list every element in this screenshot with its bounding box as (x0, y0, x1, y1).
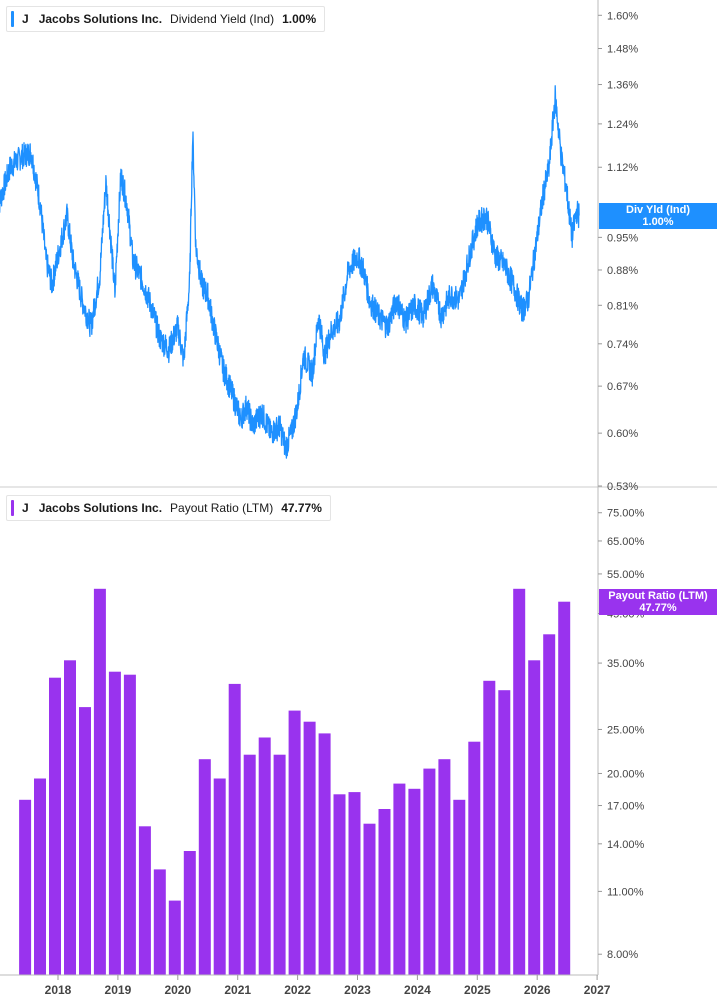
x-tick-label: 2019 (105, 983, 132, 997)
x-tick-label: 2021 (224, 983, 251, 997)
legend-value: 47.77% (281, 501, 322, 515)
x-tick-label: 2027 (584, 983, 611, 997)
y-tick-label: 0.67% (607, 381, 638, 393)
payout-bar (64, 660, 76, 975)
payout-bar (318, 733, 331, 975)
payout-bar (363, 823, 376, 975)
payout-bar (93, 588, 106, 975)
payout-bar (378, 809, 391, 975)
payout-bar (258, 737, 271, 975)
payout-ratio-legend: J Jacobs Solutions Inc. Payout Ratio (LT… (6, 495, 331, 521)
tag-value: 1.00% (642, 215, 674, 228)
payout-bar (528, 660, 541, 975)
legend-ticker: J (22, 501, 29, 515)
payout-ratio-value-tag: Payout Ratio (LTM) 47.77% (599, 588, 717, 615)
x-tick-label: 2026 (524, 983, 551, 997)
y-tick-label: 1.48% (607, 44, 638, 56)
dividend-yield-line (0, 85, 580, 459)
payout-ratio-plot (19, 588, 571, 975)
legend-value: 1.00% (282, 12, 317, 26)
payout-bar (123, 674, 136, 975)
y-tick-label: 0.74% (607, 339, 638, 351)
tag-value: 47.77% (639, 601, 677, 614)
payout-bar (498, 690, 511, 975)
y-tick-label: 1.60% (607, 10, 638, 22)
x-tick-label: 2025 (464, 983, 491, 997)
payout-bar (303, 721, 316, 975)
y-tick-label: 8.00% (607, 949, 638, 961)
x-tick-label: 2018 (45, 983, 72, 997)
series-color-swatch (11, 11, 14, 27)
payout-bar (423, 768, 436, 975)
payout-bar (34, 778, 46, 975)
x-tick-label: 2024 (404, 983, 431, 997)
y-tick-label: 17.00% (607, 801, 645, 813)
payout-bar (138, 826, 151, 975)
payout-bar (438, 759, 451, 975)
payout-bar (168, 900, 181, 975)
y-tick-label: 25.00% (607, 724, 645, 736)
y-tick-label: 0.95% (607, 232, 638, 244)
payout-bar (408, 788, 421, 975)
y-tick-label: 55.00% (607, 569, 645, 581)
payout-bar (108, 671, 121, 975)
y-tick-label: 1.12% (607, 162, 638, 174)
x-tick-label: 2023 (344, 983, 371, 997)
legend-metric: Dividend Yield (Ind) (170, 12, 275, 26)
y-tick-label: 14.00% (607, 839, 645, 851)
series-color-swatch (11, 500, 14, 516)
payout-bar (198, 759, 211, 975)
y-tick-label: 65.00% (607, 536, 645, 548)
y-tick-label: 1.36% (607, 80, 638, 92)
y-tick-label: 11.00% (607, 886, 644, 898)
payout-bar (468, 741, 481, 975)
y-tick-label: 75.00% (607, 508, 645, 520)
dividend-yield-legend: J Jacobs Solutions Inc. Dividend Yield (… (6, 6, 326, 32)
payout-bar (183, 851, 196, 975)
y-tick-label: 20.00% (607, 768, 645, 780)
x-tick-label: 2020 (164, 983, 191, 997)
payout-bar (153, 869, 166, 975)
x-tick-label: 2022 (284, 983, 311, 997)
y-tick-label: 0.81% (607, 300, 638, 312)
payout-bar (79, 707, 91, 975)
payout-bar (453, 799, 466, 975)
payout-bar (513, 588, 526, 975)
payout-bar (288, 710, 301, 975)
payout-bar (543, 634, 556, 975)
payout-bar (558, 601, 571, 975)
tag-label: Payout Ratio (LTM) (608, 589, 708, 602)
payout-bar (19, 799, 32, 975)
y-tick-label: 0.88% (607, 265, 638, 277)
payout-bar (333, 794, 346, 975)
payout-bar (228, 683, 241, 975)
legend-company: Jacobs Solutions Inc. (38, 12, 163, 26)
dividend-yield-plot (0, 85, 580, 459)
legend-ticker: J (22, 12, 29, 26)
payout-bar (243, 754, 256, 975)
y-tick-label: 35.00% (607, 658, 645, 670)
y-tick-label: 1.24% (607, 119, 638, 131)
payout-bar (49, 677, 61, 975)
payout-bar (273, 754, 286, 975)
payout-bar (393, 783, 406, 975)
y-tick-label: 0.53% (607, 481, 638, 493)
legend-company: Jacobs Solutions Inc. (38, 501, 163, 515)
payout-bar (348, 792, 361, 975)
dividend-yield-value-tag: Div Yld (Ind) 1.00% (599, 202, 717, 229)
payout-bar (213, 778, 226, 975)
tag-label: Div Yld (Ind) (626, 203, 690, 216)
payout-bar (483, 680, 496, 975)
y-tick-label: 0.60% (607, 428, 638, 440)
legend-metric: Payout Ratio (LTM) (170, 501, 274, 515)
